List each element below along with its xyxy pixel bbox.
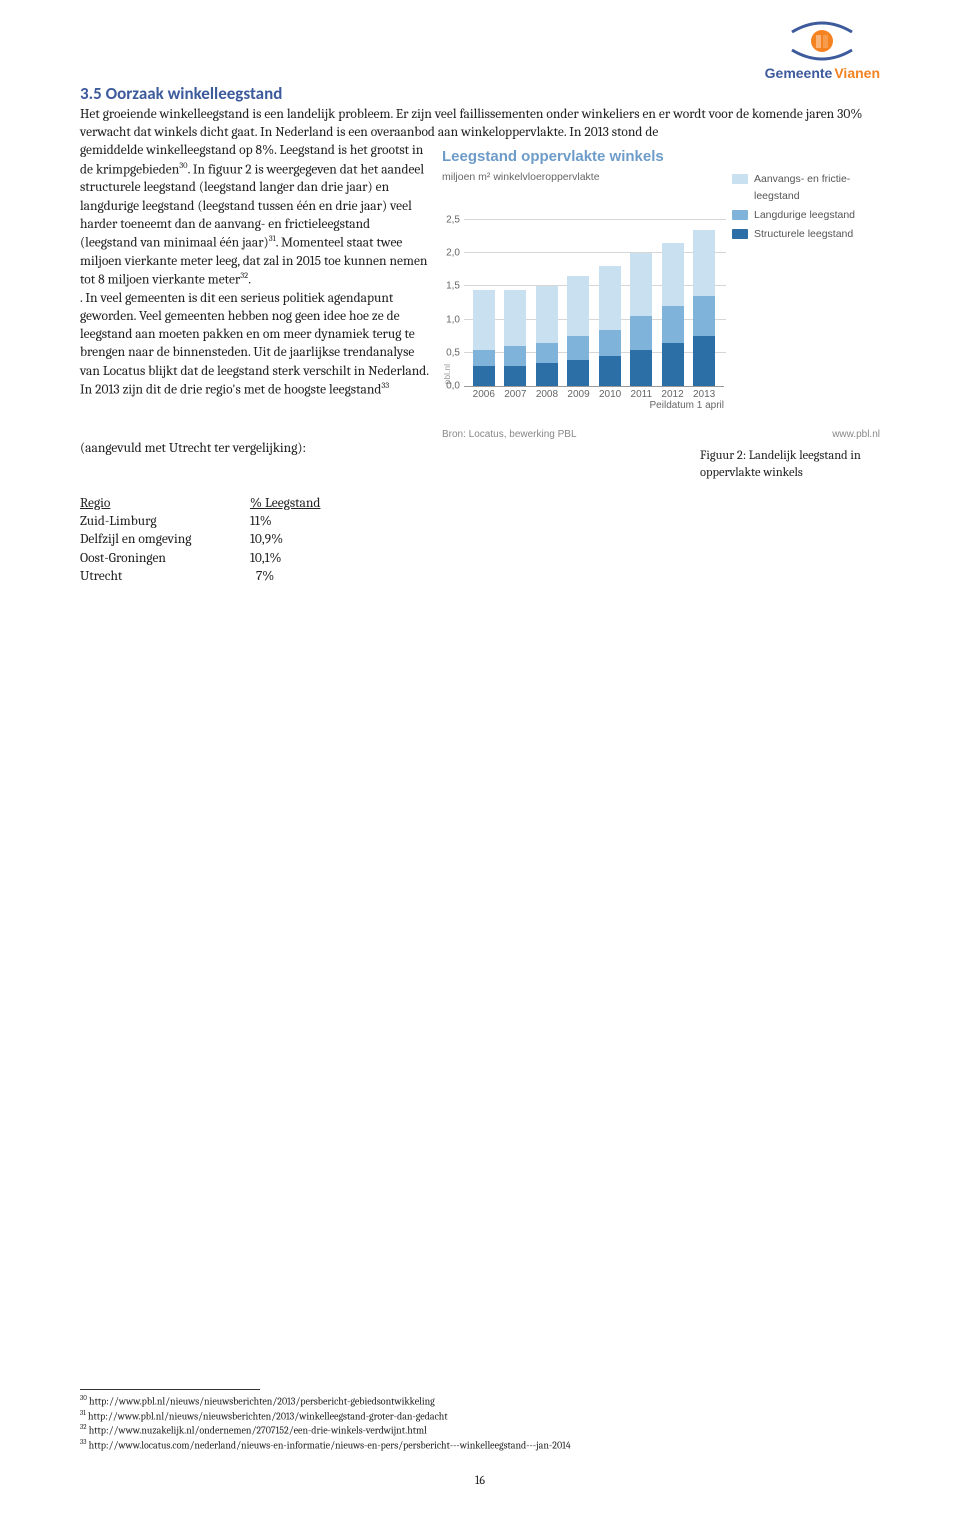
footnotes: 30 http://www.pbl.nl/nieuws/nieuwsberich… [80, 1389, 260, 1453]
footnote-ref-33: 33 [381, 381, 389, 391]
bar-2009 [567, 276, 589, 386]
table-row: Oost-Groningen10,1% [80, 550, 880, 568]
logo-text: Gemeente Vianen [765, 65, 880, 81]
footnote-31: http://www.pbl.nl/nieuws/nieuwsberichten… [86, 1410, 448, 1422]
chart-x-labels: 20062007200820092010201120122013 [464, 387, 724, 400]
logo: Gemeente Vianen [765, 18, 880, 81]
logo-icon [787, 18, 857, 62]
footnote-ref-32: 32 [240, 271, 248, 281]
table-row: Utrecht 7% [80, 568, 880, 586]
chart-peildate: Peildatum 1 april [464, 400, 724, 411]
chart-source: Bron: Locatus, bewerking PBL [442, 429, 577, 440]
legend-item: Aanvangs- en frictie- leegstand [732, 171, 855, 205]
bar-2006 [473, 290, 495, 387]
legend-item: Langdurige leegstand [732, 207, 855, 224]
chart-y-axis-label: miljoen m² winkelvloeroppervlakte [442, 171, 724, 183]
figure-caption: Figuur 2: Landelijk leegstand in oppervl… [700, 448, 880, 481]
bar-2010 [599, 266, 621, 386]
body-text-column: gemiddelde winkelleegstand op 8%. Leegst… [80, 142, 430, 440]
table-row: Delfzijl en omgeving10,9% [80, 531, 880, 549]
footnote-33: http://www.locatus.com/nederland/nieuws-… [86, 1440, 570, 1452]
chart-plot-area: pbl.nl 0,00,51,01,52,02,5 [464, 187, 724, 387]
footnote-ref-30: 30 [179, 161, 187, 171]
bar-2013 [693, 230, 715, 387]
footnote-ref-31: 31 [269, 234, 276, 244]
region-col-header-2: % Leegstand [250, 495, 340, 513]
footnote-30: http://www.pbl.nl/nieuws/nieuwsberichten… [87, 1395, 435, 1407]
bar-2008 [536, 286, 558, 386]
table-row: Zuid-Limburg11% [80, 513, 880, 531]
chart-legend: Aanvangs- en frictie- leegstand Langdurig… [732, 171, 855, 411]
bar-2011 [630, 253, 652, 386]
region-table: Regio % Leegstand Zuid-Limburg11% Delfzi… [80, 495, 880, 586]
chart-column: Leegstand oppervlakte winkels miljoen m²… [442, 142, 880, 440]
chart-brand: www.pbl.nl [832, 429, 880, 440]
page-number: 16 [0, 1473, 960, 1487]
footnote-32: http://www.nuzakelijk.nl/ondernemen/2707… [87, 1425, 427, 1437]
region-col-header-1: Regio [80, 495, 250, 513]
chart-title: Leegstand oppervlakte winkels [442, 148, 880, 165]
bar-2007 [504, 290, 526, 387]
section-title: 3.5 Oorzaak winkelleegstand [80, 83, 880, 104]
legend-item: Structurele leegstand [732, 226, 855, 243]
intro-paragraph: Het groeiende winkelleegstand is een lan… [80, 106, 880, 142]
bar-2012 [662, 243, 684, 386]
leegstand-chart: Leegstand oppervlakte winkels miljoen m²… [442, 148, 880, 440]
